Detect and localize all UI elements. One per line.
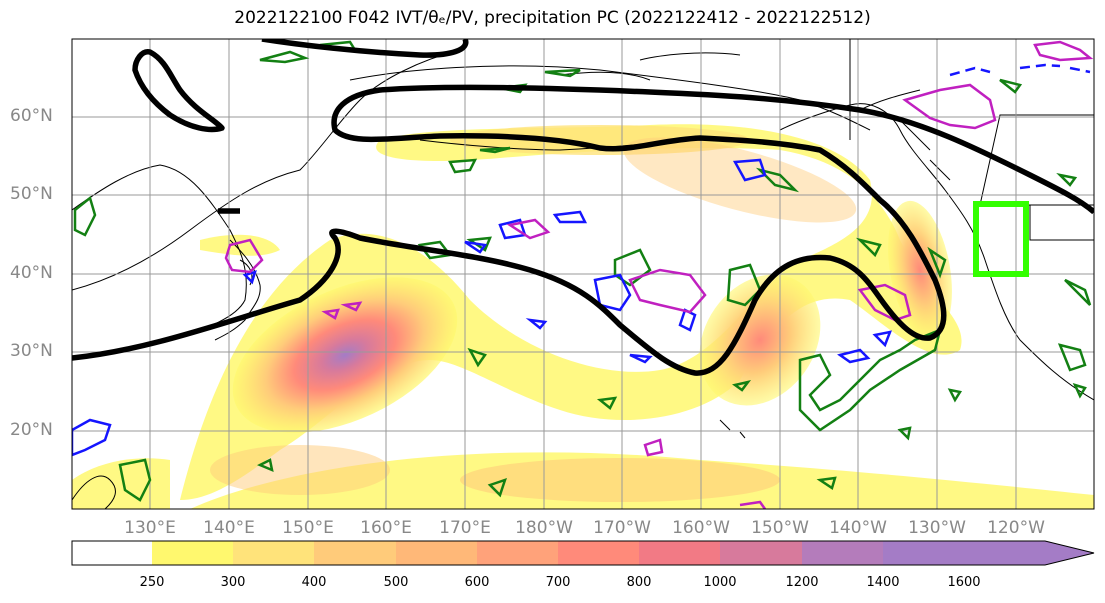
colorbar-extend-arrow: [964, 541, 1094, 565]
colorbar-bin-6: [558, 541, 639, 565]
theta-e-contour: [72, 39, 1094, 376]
colorbar-bin-0: [72, 541, 152, 565]
lat-label-60n: 60°N: [10, 106, 53, 126]
colorbar-bin-1: [152, 541, 233, 565]
lon-label-170e: 170°E: [439, 518, 491, 538]
colorbar-bin-10: [883, 541, 964, 565]
pv-contours-blue: [72, 63, 1091, 457]
pv-contours-magenta: [224, 40, 1094, 509]
lon-label-140e: 140°E: [203, 518, 255, 538]
lon-label-130w: 130°W: [908, 518, 966, 538]
lat-label-50n: 50°N: [10, 184, 53, 204]
colorbar-tick-500: 500: [383, 575, 409, 590]
lon-label-130e: 130°E: [124, 518, 176, 538]
lat-label-30n: 30°N: [10, 341, 53, 361]
colorbar-bin-8: [720, 541, 802, 565]
colorbar-tick-1600: 1600: [947, 575, 981, 590]
lon-label-170w: 170°W: [593, 518, 651, 538]
colorbar-tick-400: 400: [301, 575, 327, 590]
colorbar-tick-250: 250: [139, 575, 165, 590]
colorbar: [71, 540, 1095, 566]
target-region-box: [973, 201, 1029, 277]
colorbar-tick-600: 600: [464, 575, 490, 590]
lat-label-40n: 40°N: [10, 263, 53, 283]
lon-label-140w: 140°W: [829, 518, 887, 538]
lon-label-160e: 160°E: [360, 518, 412, 538]
map-frame: [71, 38, 1095, 510]
lon-label-120w: 120°W: [987, 518, 1045, 538]
map-title: 2022122100 F042 IVT/θₑ/PV, precipitation…: [234, 8, 871, 28]
colorbar-tick-700: 700: [545, 575, 571, 590]
colorbar-bin-4: [396, 541, 477, 565]
colorbar-tick-300: 300: [220, 575, 246, 590]
lon-label-180w: 180°W: [515, 518, 573, 538]
graticule: [72, 39, 1094, 509]
colorbar-bin-5: [477, 541, 558, 565]
colorbar-tick-1000: 1000: [703, 575, 737, 590]
lon-label-150w: 150°W: [751, 518, 809, 538]
colorbar-bin-9: [802, 541, 883, 565]
colorbar-bin-3: [314, 541, 396, 565]
colorbar-outline: [71, 540, 1095, 566]
colorbar-bin-7: [639, 541, 720, 565]
colorbar-tick-800: 800: [626, 575, 652, 590]
lat-label-20n: 20°N: [10, 420, 53, 440]
lon-label-150e: 150°E: [282, 518, 334, 538]
colorbar-tick-1400: 1400: [866, 575, 900, 590]
lon-label-160w: 160°W: [672, 518, 730, 538]
colorbar-tick-1200: 1200: [785, 575, 819, 590]
colorbar-bin-2: [233, 541, 314, 565]
